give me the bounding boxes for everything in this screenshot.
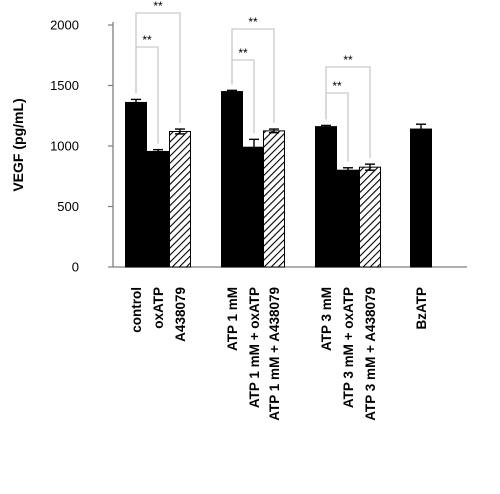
x-tick-label-atp-3-mm-a438079: ATP 3 mM + A438079 bbox=[363, 287, 378, 421]
x-tick-label-atp-3-mm-oxatp: ATP 3 mM + oxATP bbox=[341, 287, 356, 408]
error-bars bbox=[131, 89, 426, 174]
x-tick-label-bzatp: BzATP bbox=[414, 287, 429, 330]
x-tick-label-atp-1-mm-oxatp: ATP 1 mM + oxATP bbox=[247, 287, 262, 408]
error-bar-bzatp bbox=[416, 123, 426, 135]
bar-atp-1-mm-a438079 bbox=[263, 130, 285, 268]
y-tick-label: 1000 bbox=[50, 139, 79, 154]
significance-label: ** bbox=[153, 0, 163, 13]
significance-bracket: ** bbox=[135, 33, 159, 144]
bar-atp-1-mm bbox=[221, 91, 243, 268]
error-bar-atp-1-mm bbox=[227, 89, 237, 94]
bar-atp-3-mm-a438079 bbox=[359, 166, 381, 268]
y-tick-label: 0 bbox=[72, 260, 79, 275]
x-tick-label-control: control bbox=[129, 287, 144, 333]
bar-bzatp bbox=[410, 128, 432, 268]
bar-atp-3-mm-oxatp bbox=[337, 169, 359, 268]
error-bar-control bbox=[131, 98, 141, 107]
x-tick-label-atp-1-mm: ATP 1 mM bbox=[225, 287, 240, 351]
x-tick-label-a438079: A438079 bbox=[173, 287, 188, 342]
significance-label: ** bbox=[248, 15, 258, 29]
significance-brackets: ******** **** bbox=[135, 0, 371, 162]
significance-bracket: ** bbox=[325, 79, 349, 162]
y-tick-labels: 0 500 1000 1500 2000 bbox=[50, 18, 79, 275]
y-tick-label: 1500 bbox=[50, 78, 79, 93]
x-tick-labels: control oxATP A438079 ATP 1 mM ATP 1 mM + ox… bbox=[129, 287, 429, 421]
y-axis-label: VEGF (pg/mL) bbox=[10, 98, 26, 191]
bar-atp-3-mm bbox=[315, 126, 337, 268]
y-tick-label: 2000 bbox=[50, 18, 79, 33]
error-bar-atp-1-mm-a438079 bbox=[269, 128, 279, 134]
significance-label: ** bbox=[238, 46, 248, 60]
bar-a438079 bbox=[169, 130, 191, 268]
bar-oxatp bbox=[147, 150, 169, 268]
x-tick-label-oxatp: oxATP bbox=[151, 287, 166, 329]
x-tick-label-atp-1-mm-a438079: ATP 1 mM + A438079 bbox=[267, 287, 282, 421]
error-bar-a438079 bbox=[175, 128, 185, 135]
bar-control bbox=[125, 101, 147, 268]
error-bar-atp-3-mm bbox=[321, 124, 331, 129]
error-bar-atp-3-mm-oxatp bbox=[343, 167, 353, 174]
y-tick-label: 500 bbox=[57, 199, 79, 214]
significance-bracket: ** bbox=[231, 46, 255, 134]
error-bar-atp-3-mm-a438079 bbox=[365, 163, 375, 171]
bar-atp-1-mm-oxatp bbox=[243, 146, 265, 268]
error-bar-oxatp bbox=[153, 148, 163, 154]
bars bbox=[125, 91, 432, 268]
significance-label: ** bbox=[343, 53, 353, 67]
x-tick-label-atp-3-mm: ATP 3 mM bbox=[319, 287, 334, 351]
significance-label: ** bbox=[142, 33, 152, 47]
significance-bracket: ** bbox=[231, 15, 275, 124]
error-bar-atp-1-mm-oxatp bbox=[249, 138, 259, 156]
significance-label: ** bbox=[332, 79, 342, 93]
